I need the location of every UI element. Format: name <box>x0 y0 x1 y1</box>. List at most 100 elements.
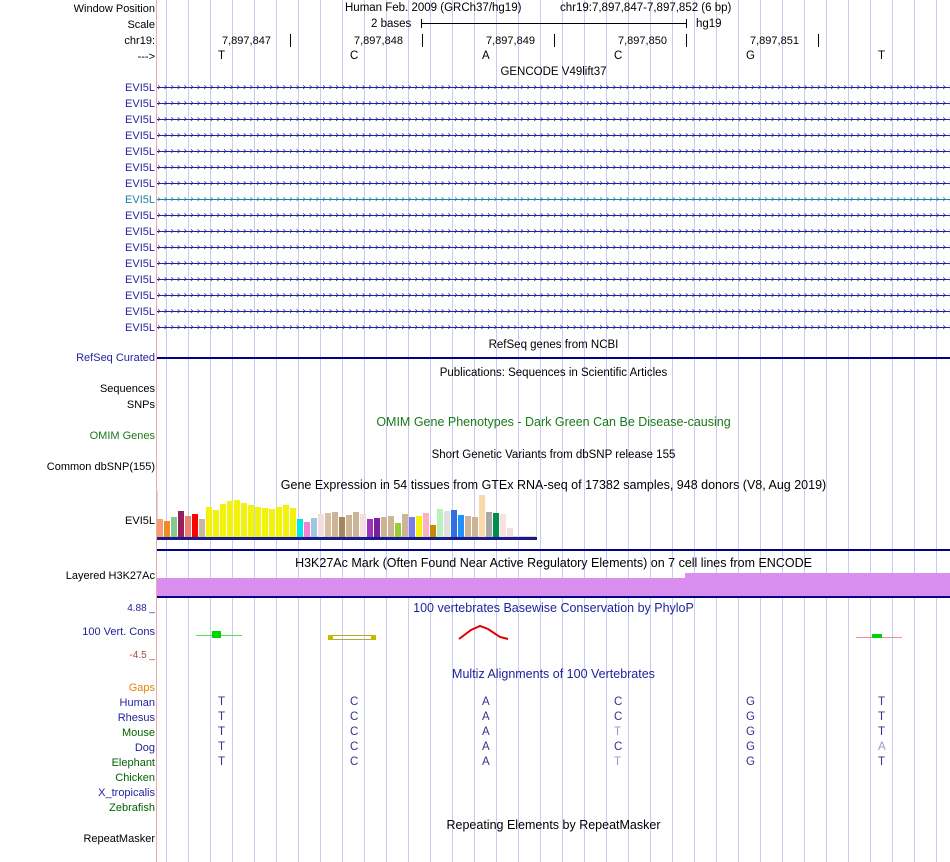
gtex-tissue-bar[interactable] <box>304 522 310 539</box>
gtex-tissue-bar[interactable] <box>171 517 177 539</box>
gencode-transcript-row[interactable]: ››››››››››››››››››››››››››››››››››››››››… <box>157 208 950 224</box>
gtex-tissue-bar[interactable] <box>241 503 247 539</box>
gencode-gene-label[interactable]: EVI5L <box>125 258 155 270</box>
gencode-transcript-row[interactable]: ››››››››››››››››››››››››››››››››››››››››… <box>157 288 950 304</box>
gtex-gene-label[interactable]: EVI5L <box>125 515 155 527</box>
gencode-transcript-row[interactable]: ››››››››››››››››››››››››››››››››››››››››… <box>157 144 950 160</box>
gtex-tissue-bar[interactable] <box>479 495 485 539</box>
gencode-gene-label[interactable]: EVI5L <box>125 98 155 110</box>
gtex-tissue-bar[interactable] <box>192 514 198 539</box>
gencode-transcript-row[interactable]: ››››››››››››››››››››››››››››››››››››››››… <box>157 176 950 192</box>
gtex-tissue-bar[interactable] <box>388 516 394 539</box>
gtex-tissue-bar[interactable] <box>360 514 366 539</box>
gtex-tissue-bar[interactable] <box>458 515 464 539</box>
gtex-tissue-bar[interactable] <box>416 516 422 539</box>
gtex-tissue-bar[interactable] <box>507 528 513 539</box>
gtex-tissue-bar[interactable] <box>402 514 408 539</box>
gencode-transcript-row[interactable]: ››››››››››››››››››››››››››››››››››››››››… <box>157 160 950 176</box>
gtex-tissue-bar[interactable] <box>185 516 191 539</box>
common-dbsnp-label[interactable]: Common dbSNP(155) <box>46 461 155 473</box>
gtex-tissue-bar[interactable] <box>283 505 289 539</box>
gencode-gene-label[interactable]: EVI5L <box>125 226 155 238</box>
gtex-tissue-bar[interactable] <box>164 521 170 539</box>
gtex-tissue-bar[interactable] <box>290 508 296 539</box>
gtex-tissue-bar[interactable] <box>465 516 471 539</box>
gencode-gene-label[interactable]: EVI5L <box>125 130 155 142</box>
gtex-tissue-bar[interactable] <box>409 517 415 539</box>
gtex-tissue-bar[interactable] <box>269 509 275 539</box>
gencode-transcript-row[interactable]: ››››››››››››››››››››››››››››››››››››››››… <box>157 304 950 320</box>
gtex-tissue-bar[interactable] <box>374 518 380 539</box>
gtex-tissue-bar[interactable] <box>227 501 233 539</box>
gencode-transcript-row[interactable]: ››››››››››››››››››››››››››››››››››››››››… <box>157 112 950 128</box>
gtex-tissue-bar[interactable] <box>353 512 359 539</box>
h3k27ac-signal-right[interactable] <box>685 573 950 596</box>
gencode-transcript-row[interactable]: ››››››››››››››››››››››››››››››››››››››››… <box>157 224 950 240</box>
gaps-label[interactable]: Gaps <box>128 682 155 694</box>
gtex-tissue-bar[interactable] <box>493 513 499 539</box>
gtex-tissue-bar[interactable] <box>234 500 240 539</box>
gtex-tissue-bar[interactable] <box>486 512 492 539</box>
gencode-gene-label[interactable]: EVI5L <box>125 82 155 94</box>
gencode-transcript-row[interactable]: ››››››››››››››››››››››››››››››››››››››››… <box>157 80 950 96</box>
gencode-transcript-row[interactable]: ››››››››››››››››››››››››››››››››››››››››… <box>157 240 950 256</box>
gencode-gene-label[interactable]: EVI5L <box>125 290 155 302</box>
gtex-tissue-bar[interactable] <box>472 517 478 539</box>
gtex-tissue-bar[interactable] <box>444 511 450 539</box>
gtex-tissue-bar[interactable] <box>199 519 205 539</box>
gtex-tissue-bar[interactable] <box>248 505 254 539</box>
gencode-gene-label[interactable]: EVI5L <box>125 242 155 254</box>
gtex-tissue-bar[interactable] <box>318 514 324 539</box>
gtex-tissue-bar[interactable] <box>430 525 436 539</box>
h3k27ac-signal-left[interactable] <box>157 578 685 596</box>
conservation-label[interactable]: 100 Vert. Cons <box>82 626 155 638</box>
gencode-gene-label[interactable]: EVI5L <box>125 194 155 206</box>
gtex-tissue-bar[interactable] <box>255 507 261 539</box>
gtex-tissue-bar[interactable] <box>178 511 184 539</box>
gencode-gene-label[interactable]: EVI5L <box>125 146 155 158</box>
omim-genes-label[interactable]: OMIM Genes <box>89 430 155 442</box>
gencode-gene-label[interactable]: EVI5L <box>125 210 155 222</box>
gtex-tissue-bar[interactable] <box>367 519 373 539</box>
gencode-transcript-row[interactable]: ››››››››››››››››››››››››››››››››››››››››… <box>157 320 950 336</box>
gtex-tissue-bar[interactable] <box>381 517 387 539</box>
gtex-tissue-bar[interactable] <box>206 507 212 539</box>
gtex-expression-barchart[interactable] <box>157 491 537 539</box>
gtex-tissue-bar[interactable] <box>500 514 506 539</box>
refseq-curated-label[interactable]: RefSeq Curated <box>76 352 155 364</box>
gtex-tissue-bar[interactable] <box>157 519 163 539</box>
gencode-transcript-row[interactable]: ››››››››››››››››››››››››››››››››››››››››… <box>157 272 950 288</box>
gtex-tissue-bar[interactable] <box>451 510 457 539</box>
gencode-gene-label[interactable]: EVI5L <box>125 322 155 334</box>
gtex-tissue-bar[interactable] <box>311 518 317 539</box>
repeatmasker-label[interactable]: RepeatMasker <box>83 833 155 845</box>
gtex-tissue-bar[interactable] <box>332 512 338 539</box>
gtex-tissue-bar[interactable] <box>220 504 226 539</box>
multiz-species-label[interactable]: Human <box>119 697 155 709</box>
gtex-tissue-bar[interactable] <box>423 513 429 539</box>
gtex-tissue-bar[interactable] <box>437 509 443 539</box>
multiz-species-label[interactable]: Rhesus <box>117 712 155 724</box>
gtex-tissue-bar[interactable] <box>395 523 401 539</box>
gtex-tissue-bar[interactable] <box>262 508 268 539</box>
gtex-tissue-bar[interactable] <box>297 519 303 539</box>
gtex-tissue-bar[interactable] <box>339 517 345 539</box>
refseq-feature-line[interactable] <box>157 357 950 359</box>
gencode-transcript-row[interactable]: ››››››››››››››››››››››››››››››››››››››››… <box>157 256 950 272</box>
multiz-species-label[interactable]: Dog <box>134 742 155 754</box>
gencode-gene-label[interactable]: EVI5L <box>125 178 155 190</box>
layered-h3k27ac-label[interactable]: Layered H3K27Ac <box>65 570 155 582</box>
gencode-gene-label[interactable]: EVI5L <box>125 306 155 318</box>
multiz-species-label[interactable]: Chicken <box>115 772 155 784</box>
multiz-species-label[interactable]: Zebrafish <box>109 802 155 814</box>
multiz-species-label[interactable]: X_tropicalis <box>98 787 155 799</box>
multiz-species-label[interactable]: Elephant <box>111 757 155 769</box>
gtex-tissue-bar[interactable] <box>325 513 331 539</box>
gtex-tissue-bar[interactable] <box>346 515 352 539</box>
multiz-species-label[interactable]: Mouse <box>121 727 155 739</box>
gtex-tissue-bar[interactable] <box>276 507 282 539</box>
gencode-gene-label[interactable]: EVI5L <box>125 162 155 174</box>
sequences-label[interactable]: Sequences <box>99 383 155 395</box>
snps-label[interactable]: SNPs <box>126 399 155 411</box>
